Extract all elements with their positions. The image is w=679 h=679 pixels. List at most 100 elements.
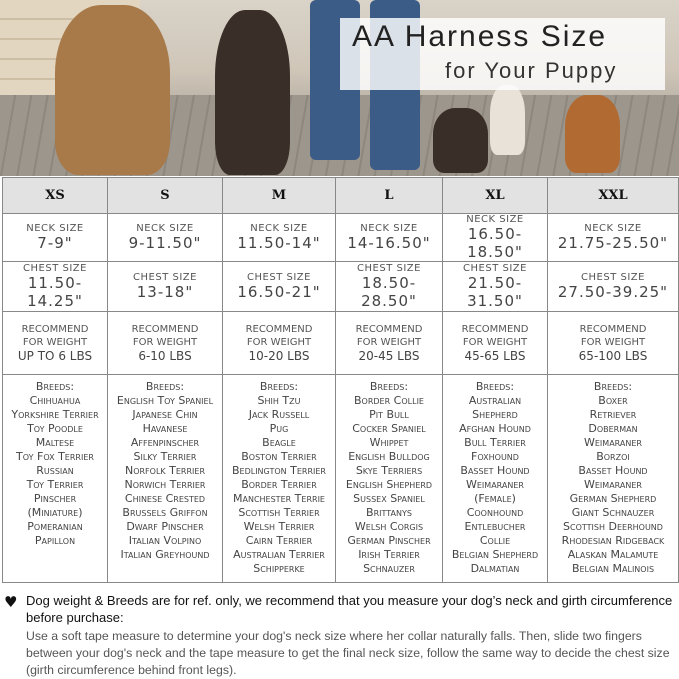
breed-item: Brittanys: [366, 506, 412, 519]
breed-item: Welsh Terrier: [243, 520, 315, 533]
chest-row: CHEST SIZE 11.50-14.25" CHEST SIZE 13-18" CH…: [2, 261, 679, 312]
neck-cell: NECK SIZE 7-9": [2, 213, 108, 262]
breeds-cell: Breeds: Border Collie Pit Bull Cocker Spani…: [335, 374, 443, 583]
chest-cell: CHEST SIZE 11.50-14.25": [2, 261, 108, 312]
breed-item: Sussex Spaniel: [353, 492, 425, 505]
breed-item: Havanese: [142, 422, 188, 435]
weight-value: 6-10 LBS: [138, 349, 192, 363]
breed-item: Yorkshire Terrier: [11, 408, 99, 421]
weight-label: FOR WEIGHT: [22, 337, 88, 348]
breed-item: Border Collie: [354, 394, 424, 407]
breeds-label: Breeds:: [145, 380, 185, 393]
breed-item: Alaskan Malamute: [567, 548, 659, 561]
breed-item: Pinscher: [33, 492, 77, 505]
breed-item: Skye Terriers: [355, 464, 423, 477]
breed-item: English Shepherd: [345, 478, 433, 491]
breed-item: Boxer: [598, 394, 628, 407]
neck-label: NECK SIZE: [26, 223, 84, 234]
neck-label: NECK SIZE: [136, 223, 194, 234]
breed-item: Irish Terrier: [358, 548, 420, 561]
breed-item: Coonhound: [466, 506, 524, 519]
weight-value: 45-65 LBS: [464, 349, 526, 363]
measurement-note: ♥ Dog weight & Breeds are for ref. only,…: [4, 592, 676, 679]
weight-cell: RECOMMEND FOR WEIGHT 20-45 LBS: [335, 311, 443, 375]
breed-item: Entlebucher: [464, 520, 526, 533]
breed-item: Affenpinscher: [130, 436, 200, 449]
breed-item: (Female): [474, 492, 516, 505]
heart-icon: ♥: [4, 593, 18, 611]
breed-item: Shih Tzu: [257, 394, 301, 407]
weight-cell: RECOMMEND FOR WEIGHT 45-65 LBS: [442, 311, 548, 375]
breed-item: Shepherd: [472, 408, 518, 421]
breed-item: Whippet: [369, 436, 409, 449]
weight-label: FOR WEIGHT: [356, 337, 422, 348]
size-chart-table: XS S M L XL XXL NECK SIZE 7-9" NECK SIZE 9-11.50…: [2, 177, 679, 583]
breed-item: Basset Hound: [460, 464, 530, 477]
weight-value: 10-20 LBS: [248, 349, 310, 363]
chest-cell: CHEST SIZE 16.50-21": [222, 261, 336, 312]
chest-label: CHEST SIZE: [247, 272, 311, 283]
breed-item: Belgian Shepherd: [451, 548, 539, 561]
breed-item: Borzoi: [596, 450, 630, 463]
weight-value: 65-100 LBS: [578, 349, 648, 363]
size-header: XXL: [547, 177, 679, 214]
breeds-label: Breeds:: [593, 380, 633, 393]
breeds-label: Breeds:: [475, 380, 515, 393]
banner-title: AA Harness Size: [352, 20, 608, 53]
weight-value: 20-45 LBS: [358, 349, 420, 363]
breed-item: Border Terrier: [241, 478, 317, 491]
breed-item: Papillon: [34, 534, 76, 547]
weight-label: RECOMMEND: [131, 324, 199, 335]
banner-subtitle: for Your Puppy: [445, 58, 618, 83]
weight-cell: RECOMMEND FOR WEIGHT 10-20 LBS: [222, 311, 336, 375]
breed-item: Maltese: [35, 436, 75, 449]
weight-cell: RECOMMEND FOR WEIGHT UP TO 6 LBS: [2, 311, 108, 375]
weight-label: FOR WEIGHT: [132, 337, 198, 348]
size-header: XL: [442, 177, 548, 214]
breed-item: Manchester Terrie: [233, 492, 325, 505]
neck-value: 11.50-14": [237, 234, 321, 252]
weight-cell: RECOMMEND FOR WEIGHT 65-100 LBS: [547, 311, 679, 375]
breed-item: Bedlington Terrier: [231, 464, 326, 477]
neck-cell: NECK SIZE 11.50-14": [222, 213, 336, 262]
breed-item: Boston Terrier: [241, 450, 317, 463]
chest-cell: CHEST SIZE 18.50-28.50": [335, 261, 443, 312]
banner-photo: AA Harness Size for Your Puppy: [0, 0, 679, 176]
weight-label: RECOMMEND: [245, 324, 313, 335]
chest-cell: CHEST SIZE 27.50-39.25": [547, 261, 679, 312]
breed-item: Italian Greyhound: [120, 548, 210, 561]
breed-item: Brussels Griffon: [122, 506, 208, 519]
size-header: XS: [2, 177, 108, 214]
neck-value: 21.75-25.50": [557, 234, 669, 252]
breed-item: Weimaraner: [584, 436, 642, 449]
breeds-cell: Breeds: Boxer Retriever Doberman Weimaraner B…: [547, 374, 679, 583]
breed-item: Chihuahua: [29, 394, 81, 407]
breed-item: Weimaraner: [466, 478, 524, 491]
neck-label: NECK SIZE: [250, 223, 308, 234]
breed-item: Giant Schnauzer: [571, 506, 655, 519]
weight-label: FOR WEIGHT: [462, 337, 528, 348]
weight-label: RECOMMEND: [21, 324, 89, 335]
dog-image: [55, 5, 170, 175]
breeds-cell: Breeds: Australian Shepherd Afghan Hound Bul…: [442, 374, 548, 583]
breed-item: Welsh Corgis: [354, 520, 424, 533]
neck-value: 9-11.50": [128, 234, 202, 252]
chest-label: CHEST SIZE: [581, 272, 645, 283]
breed-item: Toy Poodle: [27, 422, 83, 435]
title-panel: [340, 18, 665, 90]
chest-value: 13-18": [136, 283, 194, 301]
breed-item: Cocker Spaniel: [352, 422, 426, 435]
weight-label: RECOMMEND: [461, 324, 529, 335]
breed-item: Collie: [479, 534, 511, 547]
dog-image: [490, 85, 525, 155]
breeds-label: Breeds:: [35, 380, 75, 393]
breed-item: Jack Russell: [248, 408, 310, 421]
breed-item: Scottish Terrier: [238, 506, 320, 519]
weight-label: FOR WEIGHT: [580, 337, 646, 348]
breed-item: Italian Volpino: [128, 534, 202, 547]
chest-value: 21.50-31.50": [467, 274, 523, 310]
dog-image: [215, 10, 290, 175]
breed-item: German Shepherd: [569, 492, 657, 505]
breed-item: English Toy Spaniel: [116, 394, 214, 407]
neck-value: 14-16.50": [347, 234, 431, 252]
